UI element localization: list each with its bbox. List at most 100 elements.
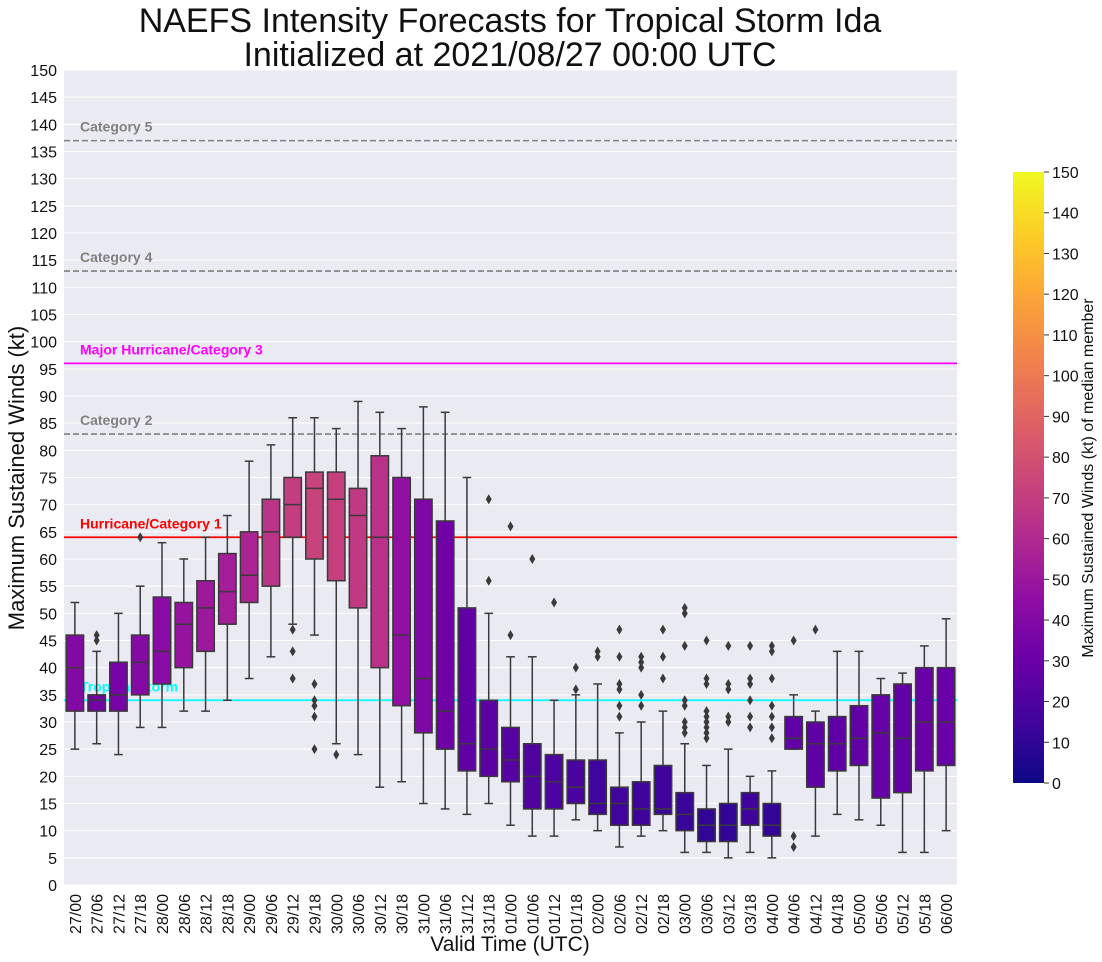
outlier-point <box>289 624 296 635</box>
y-tick-label: 55 <box>39 579 57 596</box>
threshold-label: Category 5 <box>80 119 153 135</box>
y-tick-label: 0 <box>48 878 57 895</box>
box-group <box>392 427 412 783</box>
box-group <box>653 624 673 832</box>
y-tick-label: 130 <box>30 172 57 189</box>
outlier-point <box>790 635 797 646</box>
x-tick-label: 29/00 <box>242 894 259 934</box>
box-group <box>501 521 520 826</box>
x-tick-label: 29/18 <box>307 894 324 934</box>
x-tick-label: 03/18 <box>743 894 760 934</box>
box-group <box>522 554 542 837</box>
x-tick-label: 29/06 <box>264 894 281 934</box>
outlier-point <box>768 640 775 651</box>
box-group <box>196 536 216 712</box>
box-group <box>718 640 738 859</box>
box-group <box>871 677 891 826</box>
x-tick-label: 03/00 <box>678 894 695 934</box>
outlier-point <box>681 608 688 619</box>
outlier-point <box>725 684 732 695</box>
box-iqr <box>217 552 237 625</box>
box-group <box>588 646 608 832</box>
y-tick-label: 140 <box>30 117 57 134</box>
outlier-point <box>768 700 775 711</box>
outlier-point <box>638 657 645 668</box>
outlier-point <box>681 700 688 711</box>
outlier-point <box>638 651 645 662</box>
outlier-point <box>507 630 514 641</box>
colorbar-tick-label: 10 <box>1052 735 1070 752</box>
y-tick-label: 40 <box>39 661 57 678</box>
outlier-point <box>616 651 623 662</box>
y-tick-label: 45 <box>39 634 57 651</box>
y-tick-label: 5 <box>48 851 57 868</box>
y-tick-label: 145 <box>30 90 57 107</box>
outlier-point <box>311 744 318 755</box>
colorbar-tick-label: 40 <box>1052 613 1070 630</box>
box-group <box>239 460 259 680</box>
outlier-point <box>681 602 688 613</box>
box-group <box>457 476 477 816</box>
x-tick-label: 30/00 <box>329 894 346 934</box>
outlier-point <box>703 678 710 689</box>
x-tick-label: 05/12 <box>896 894 913 934</box>
colorbar-tick-label: 50 <box>1052 572 1070 589</box>
x-tick-label: 31/06 <box>438 894 455 934</box>
x-tick-label: 02/12 <box>634 894 651 934</box>
box-iqr <box>914 666 934 772</box>
outlier-point <box>616 684 623 695</box>
outlier-point <box>485 575 492 586</box>
x-tick-label: 01/06 <box>525 894 542 934</box>
box-group <box>283 416 303 684</box>
colorbar-tick-label: 90 <box>1052 409 1070 426</box>
box-group <box>609 624 629 848</box>
box-group <box>261 444 281 658</box>
box-iqr <box>609 786 629 826</box>
box-iqr <box>370 455 390 669</box>
x-tick-label: 28/12 <box>199 894 216 934</box>
x-tick-label: 06/00 <box>939 894 956 934</box>
x-tick-label: 01/18 <box>569 894 586 934</box>
colorbar-tick-label: 0 <box>1052 776 1061 793</box>
x-tick-label: 30/18 <box>395 894 412 934</box>
box-group <box>893 672 913 854</box>
y-tick-label: 90 <box>39 389 57 406</box>
outlier-point <box>681 722 688 733</box>
box-iqr <box>762 802 782 837</box>
threshold-label: Major Hurricane/Category 3 <box>80 341 263 357</box>
box-group <box>174 558 194 712</box>
x-tick-label: 03/12 <box>721 894 738 934</box>
y-tick-label: 50 <box>39 606 57 623</box>
box-iqr <box>849 704 869 767</box>
box-group <box>566 662 586 821</box>
box-group <box>435 411 455 810</box>
outlier-point <box>747 722 754 733</box>
outlier-point <box>311 711 318 722</box>
box-iqr <box>326 471 346 582</box>
x-tick-label: 27/00 <box>68 894 85 934</box>
outlier-point <box>747 673 754 684</box>
box-iqr <box>239 531 259 604</box>
outlier-point <box>747 678 754 689</box>
outlier-point <box>681 695 688 706</box>
colorbar-gradient <box>1013 172 1044 783</box>
x-tick-label: 27/12 <box>111 894 128 934</box>
y-tick-label: 85 <box>39 416 57 433</box>
outlier-point <box>703 711 710 722</box>
box-iqr <box>65 634 85 712</box>
outlier-point <box>725 678 732 689</box>
y-tick-label: 20 <box>39 769 57 786</box>
colorbar-tick-label: 150 <box>1052 165 1079 182</box>
outlier-point <box>333 749 340 760</box>
x-tick-label: 27/18 <box>133 894 150 934</box>
x-tick-label: 31/12 <box>460 894 477 934</box>
x-tick-label: 30/12 <box>373 894 390 934</box>
box-iqr <box>261 498 281 587</box>
outlier-point <box>725 711 732 722</box>
y-tick-label: 70 <box>39 498 57 515</box>
x-tick-label: 04/18 <box>830 894 847 934</box>
box-group <box>805 624 825 837</box>
x-tick-label: 02/06 <box>612 894 629 934</box>
colorbar-tick-label: 70 <box>1052 491 1070 508</box>
box-iqr <box>784 715 804 750</box>
